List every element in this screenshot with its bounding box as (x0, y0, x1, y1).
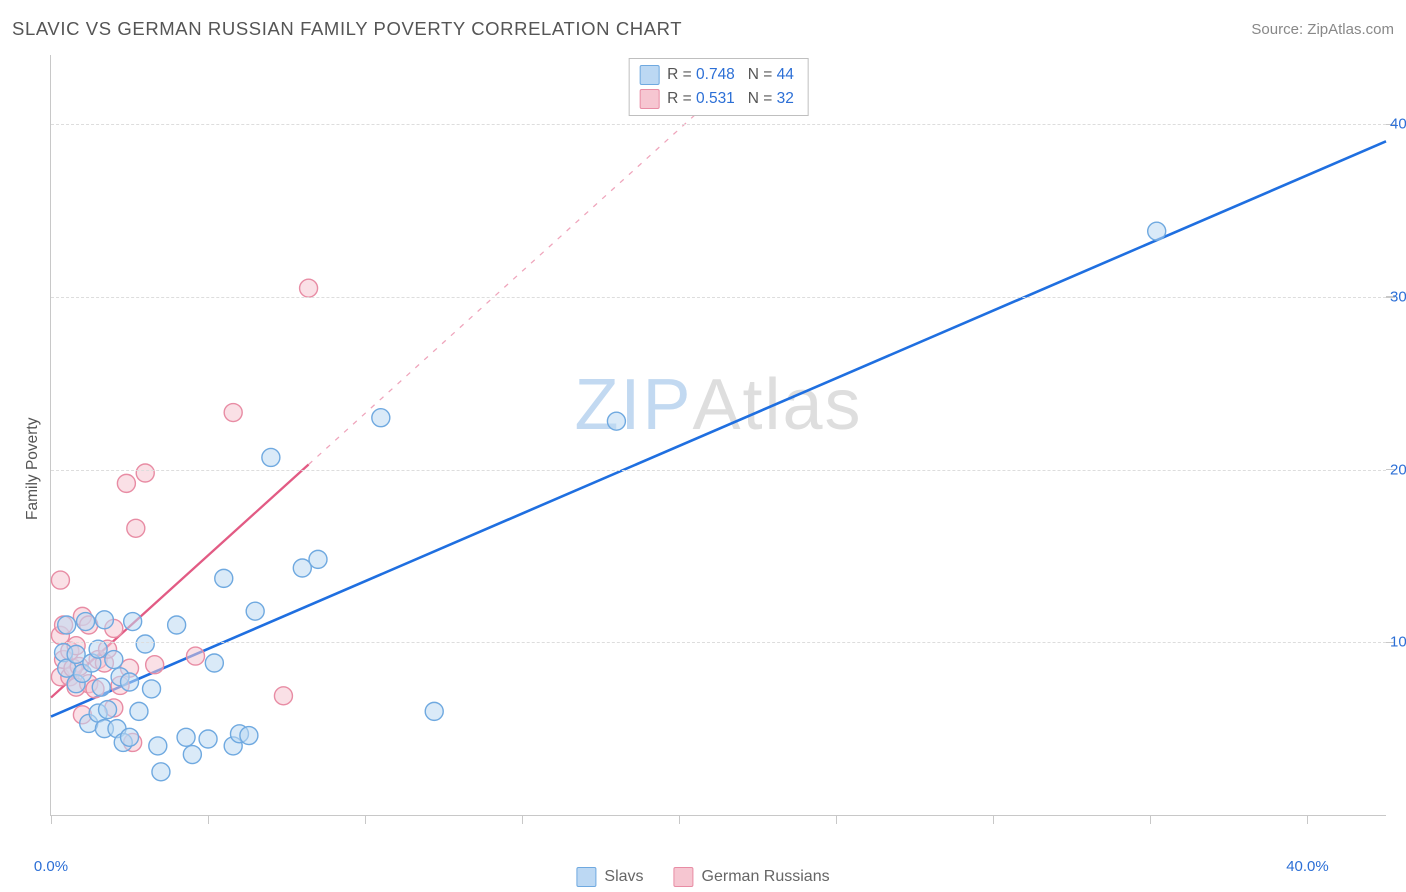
x-tick-label: 40.0% (1286, 858, 1329, 875)
gridline-h (51, 124, 1386, 125)
data-point-slavs (124, 613, 142, 631)
data-point-slavs (77, 613, 95, 631)
page-title: SLAVIC VS GERMAN RUSSIAN FAMILY POVERTY … (12, 18, 682, 40)
stats-row: R = 0.531 N = 32 (639, 87, 794, 111)
series-swatch (639, 89, 659, 109)
data-point-slavs (121, 673, 139, 691)
legend-item: Slavs (576, 867, 643, 887)
data-point-slavs (105, 651, 123, 669)
data-point-slavs (58, 616, 76, 634)
data-point-slavs (1148, 222, 1166, 240)
data-point-german-russians (136, 464, 154, 482)
data-point-german-russians (51, 571, 69, 589)
data-point-german-russians (117, 474, 135, 492)
data-point-slavs (183, 746, 201, 764)
legend-label: German Russians (702, 868, 830, 886)
x-tick-mark (1150, 815, 1151, 824)
x-tick-mark (208, 815, 209, 824)
legend-item: German Russians (674, 867, 830, 887)
gridline-h (51, 642, 1386, 643)
data-point-slavs (92, 678, 110, 696)
data-point-slavs (149, 737, 167, 755)
series-swatch (639, 65, 659, 85)
stats-text: R = 0.531 N = 32 (667, 87, 794, 111)
x-tick-mark (993, 815, 994, 824)
header: SLAVIC VS GERMAN RUSSIAN FAMILY POVERTY … (12, 18, 1394, 40)
correlation-stats-box: R = 0.748 N = 44R = 0.531 N = 32 (628, 58, 809, 116)
data-point-slavs (607, 412, 625, 430)
gridline-h (51, 470, 1386, 471)
gridline-h (51, 297, 1386, 298)
data-point-german-russians (224, 404, 242, 422)
y-axis-label: Family Poverty (24, 418, 42, 521)
stats-row: R = 0.748 N = 44 (639, 63, 794, 87)
data-point-slavs (152, 763, 170, 781)
x-tick-mark (1307, 815, 1308, 824)
source-name: ZipAtlas.com (1307, 21, 1394, 38)
x-tick-mark (51, 815, 52, 824)
data-point-german-russians (274, 687, 292, 705)
data-point-slavs (121, 728, 139, 746)
source-prefix: Source: (1251, 21, 1307, 38)
legend-swatch (674, 867, 694, 887)
data-point-slavs (246, 602, 264, 620)
legend-label: Slavs (604, 868, 643, 886)
data-point-slavs (215, 569, 233, 587)
x-tick-mark (836, 815, 837, 824)
data-point-slavs (168, 616, 186, 634)
x-tick-mark (365, 815, 366, 824)
data-point-german-russians (127, 519, 145, 537)
chart-svg (51, 55, 1386, 815)
trendline-dashed-german-russians (309, 72, 742, 464)
data-point-slavs (177, 728, 195, 746)
data-point-slavs (372, 409, 390, 427)
y-tick-label: 20.0% (1390, 461, 1406, 478)
data-point-slavs (309, 550, 327, 568)
data-point-german-russians (186, 647, 204, 665)
data-point-slavs (130, 702, 148, 720)
legend-swatch (576, 867, 596, 887)
stats-text: R = 0.748 N = 44 (667, 63, 794, 87)
y-tick-label: 10.0% (1390, 634, 1406, 651)
data-point-slavs (99, 701, 117, 719)
x-tick-mark (679, 815, 680, 824)
y-tick-label: 40.0% (1390, 116, 1406, 133)
chart-plot-area: ZIPAtlas R = 0.748 N = 44R = 0.531 N = 3… (50, 55, 1386, 816)
trendline-slavs (51, 141, 1386, 716)
data-point-german-russians (300, 279, 318, 297)
legend: Slavs German Russians (576, 867, 829, 887)
data-point-slavs (143, 680, 161, 698)
data-point-slavs (199, 730, 217, 748)
x-tick-mark (522, 815, 523, 824)
x-tick-label: 0.0% (34, 858, 68, 875)
data-point-slavs (425, 702, 443, 720)
y-tick-label: 30.0% (1390, 288, 1406, 305)
data-point-slavs (95, 611, 113, 629)
data-point-slavs (136, 635, 154, 653)
data-point-slavs (205, 654, 223, 672)
data-point-slavs (240, 727, 258, 745)
data-point-slavs (262, 448, 280, 466)
data-point-german-russians (146, 656, 164, 674)
source-attribution: Source: ZipAtlas.com (1251, 21, 1394, 38)
